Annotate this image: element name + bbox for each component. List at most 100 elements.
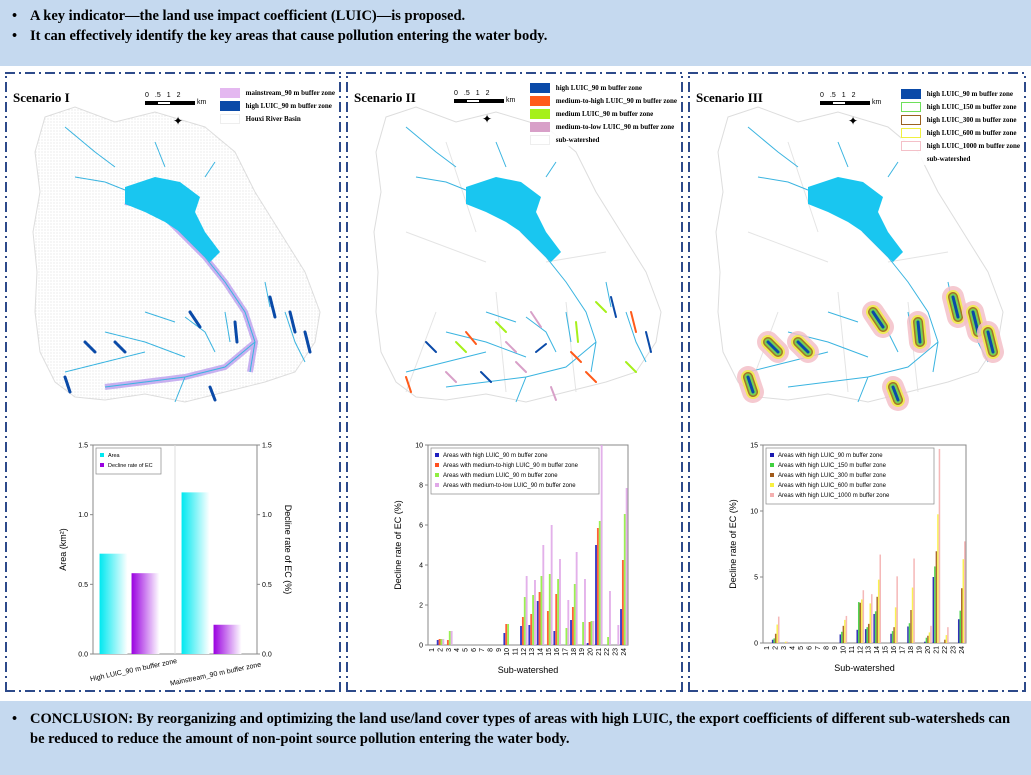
x-tick-label: 6 (807, 646, 814, 650)
y-tick-label: 1.0 (78, 512, 88, 519)
bar-areas-with-high-luic-300-m-buffer-zone (842, 625, 845, 643)
x-tick-label: 7 (479, 648, 486, 652)
y2-axis-label: Decline rate of EC (%) (283, 505, 293, 595)
bar-areas-with-high-luic-300-m-buffer-zone (910, 610, 912, 643)
scenario-2-panel: Scenario II 0.5 1 2 km ✦ high LUIC_90 m buffer… (346, 72, 683, 692)
scale-tick: 0 (454, 90, 458, 97)
bar-areas-with-high-luic-90-m-buffer-zone (864, 629, 867, 643)
legend-swatch (770, 483, 774, 487)
legend-swatch (770, 493, 774, 497)
luic-buffer-segment (535, 343, 547, 353)
luic-buffer-segment (233, 320, 239, 344)
bar-areas-with-high-luic-90-m-buffer-zone (570, 620, 572, 645)
bar-areas-with-medium-to-high-luic-90-m-buffer-zone (571, 607, 574, 645)
x-tick-label: 15 (546, 648, 553, 656)
x-tick-label: 24 (959, 646, 966, 654)
x-axis-label: Sub-watershed (498, 665, 559, 675)
bar-areas-with-medium-to-high-luic-90-m-buffer-zone (596, 528, 599, 645)
plot-frame (762, 444, 967, 644)
x-tick-label: 23 (613, 648, 620, 656)
x-tick-label: 20 (588, 648, 595, 656)
scale-unit: km (872, 99, 882, 106)
x-tick-label: 3 (446, 648, 453, 652)
map-legend: mainstream_90 m buffer zone high LUIC_90 … (219, 86, 335, 125)
bar-area (181, 492, 210, 654)
legend-swatch (435, 473, 439, 477)
map-legend: high LUIC_90 m buffer zone high LUIC_150 … (900, 87, 1020, 165)
bar-areas-with-high-luic-1000-m-buffer-zone (896, 576, 898, 643)
bar-areas-with-high-luic-1000-m-buffer-zone (947, 627, 949, 643)
luic-buffer-segment (425, 341, 437, 353)
reservoir (125, 177, 220, 262)
luic-buffer-segment (495, 321, 507, 333)
luic-buffer-segment (986, 330, 995, 354)
luic-buffer-segment (303, 330, 312, 354)
x-tick-label: 5 (463, 648, 470, 652)
luic-buffer-segment (550, 386, 557, 401)
bar-areas-with-high-luic-150-m-buffer-zone (925, 637, 928, 643)
bar-areas-with-high-luic-300-m-buffer-zone (944, 639, 946, 643)
legend-swatch (435, 453, 439, 457)
bar-areas-with-medium-luic-90-m-buffer-zone (532, 595, 535, 645)
conclusion-text: CONCLUSION: By reorganizing and optimizi… (8, 709, 1023, 749)
x-tick-label: 2 (438, 648, 445, 652)
bar-area (99, 553, 128, 654)
legend-label: medium-to-high LUIC_90 m buffer zone (555, 96, 677, 105)
scale-bar-graphic (145, 100, 195, 105)
legend-swatch (900, 127, 921, 138)
scale-bar: 0 .5 1 2 km (820, 92, 881, 106)
bar-areas-with-medium-luic-90-m-buffer-zone (573, 584, 576, 645)
bar-areas-with-high-luic-1000-m-buffer-zone (777, 616, 780, 643)
y-tick-label: 0 (419, 643, 423, 650)
x-tick-label: 22 (942, 646, 949, 654)
x-category-label: Mainstream_90 m buffer zone (170, 661, 262, 687)
x-tick-label: 2 (773, 646, 780, 650)
bar-areas-with-high-luic-1000-m-buffer-zone (938, 448, 941, 643)
legend-label: high LUIC_90 m buffer zone (926, 89, 1013, 98)
legend-item: high LUIC_90 m buffer zone (900, 87, 1020, 100)
basin-outline (715, 106, 1004, 403)
luic-buffer-segment (505, 341, 517, 353)
y-tick-label: 2 (419, 603, 423, 610)
scale-tick: 0 (145, 92, 149, 99)
sub-watershed-boundaries (405, 141, 607, 393)
scale-tick: 1 (475, 90, 480, 97)
luic-buffer-segment (971, 310, 980, 334)
bar-areas-with-medium-luic-90-m-buffer-zone (507, 624, 510, 645)
bar-areas-with-high-luic-1000-m-buffer-zone (786, 641, 788, 643)
north-arrow-icon: ✦ (848, 114, 859, 128)
x-tick-label: 20 (925, 646, 932, 654)
x-tick-label: 9 (832, 646, 839, 650)
scale-unit: km (197, 99, 207, 106)
y-tick-label: 15 (750, 443, 758, 450)
north-arrow-icon: ✦ (173, 114, 184, 128)
legend-item: high LUIC_300 m buffer zone (900, 113, 1020, 126)
scale-tick: 2 (176, 92, 181, 99)
bar-decline-rate-of-ec (131, 573, 160, 654)
legend-label: Areas with medium-to-high LUIC_90 m buff… (443, 463, 579, 469)
map-legend: high LUIC_90 m buffer zone medium-to-high… (529, 81, 677, 146)
bar-areas-with-high-luic-90-m-buffer-zone (503, 633, 506, 645)
legend-label: Areas with medium LUIC_90 m buffer zone (443, 473, 558, 479)
chart-legend-box (95, 447, 162, 475)
bar-areas-with-high-luic-300-m-buffer-zone (774, 633, 777, 643)
bar-areas-with-high-luic-150-m-buffer-zone (857, 602, 860, 643)
luic-buffer-segment (916, 320, 922, 344)
bar-areas-with-high-luic-600-m-buffer-zone (877, 579, 880, 643)
bar-areas-with-high-luic-90-m-buffer-zone (528, 625, 531, 645)
x-tick-label: 21 (933, 646, 940, 654)
luic-buffer-segment (625, 361, 637, 373)
bar-areas-with-high-luic-600-m-buffer-zone (962, 559, 965, 643)
luic-buffer-segment (645, 331, 652, 353)
basin-map (373, 106, 662, 403)
panel-title: Scenario II (354, 90, 416, 105)
bar-areas-with-medium-to-high-luic-90-m-buffer-zone (588, 622, 591, 645)
bar-areas-with-medium-to-low-luic-90-m-buffer-zone (442, 639, 445, 645)
legend-item: mainstream_90 m buffer zone (219, 86, 335, 99)
legend-item: medium LUIC_90 m buffer zone (529, 107, 677, 120)
x-tick-label: 1 (764, 646, 771, 650)
key-points-banner: A key indicator—the land use impact coef… (0, 0, 1031, 66)
x-tick-label: 1 (429, 648, 436, 652)
x-tick-label: 16 (891, 646, 898, 654)
luic-buffer-segment (891, 385, 900, 402)
